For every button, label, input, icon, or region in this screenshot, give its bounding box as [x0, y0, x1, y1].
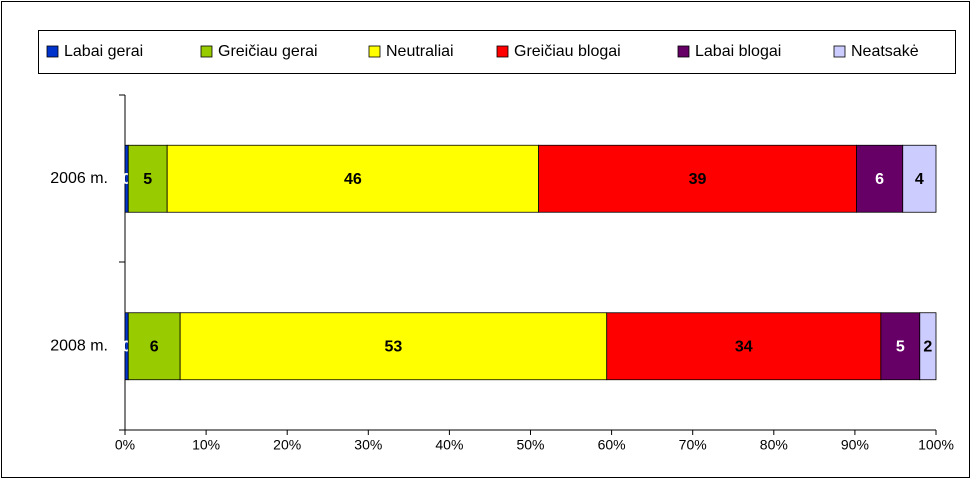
bar-segment [606, 312, 882, 381]
data-label: 0 [122, 171, 131, 188]
legend-label: Labai blogai [695, 43, 781, 60]
x-tick-label: 20% [273, 437, 301, 453]
data-label: 53 [385, 338, 403, 355]
data-label: 46 [344, 171, 362, 188]
bar-segment [919, 312, 937, 381]
data-label: 6 [150, 338, 159, 355]
legend-swatch [200, 45, 213, 58]
bar-segment [880, 312, 921, 381]
legend-label: Neatsakė [851, 43, 919, 60]
legend-swatch [833, 45, 846, 58]
x-tick-label: 60% [598, 437, 626, 453]
legend-label: Greičiau gerai [218, 43, 318, 60]
legend-label: Neutraliai [386, 43, 454, 60]
bar-segment [166, 144, 540, 213]
data-label: 6 [875, 171, 884, 188]
bar-segment [127, 312, 181, 381]
x-tick-label: 70% [679, 437, 707, 453]
bar-segment [127, 144, 168, 213]
x-tick-label: 30% [354, 437, 382, 453]
data-label: 2 [923, 338, 932, 355]
data-label: 0 [122, 338, 131, 355]
legend-swatch [368, 45, 381, 58]
x-tick-label: 10% [192, 437, 220, 453]
x-tick-label: 100% [918, 437, 954, 453]
bar-segment [902, 144, 937, 213]
legend-label: Labai gerai [64, 43, 143, 60]
data-label: 5 [143, 171, 152, 188]
x-tick-label: 40% [435, 437, 463, 453]
legend-label: Greičiau blogai [514, 43, 621, 60]
x-tick-label: 80% [760, 437, 788, 453]
bar-segment [856, 144, 904, 213]
x-tick-label: 90% [841, 437, 869, 453]
data-label: 34 [735, 338, 753, 355]
legend-swatch [496, 45, 509, 58]
data-label: 5 [896, 338, 905, 355]
x-tick-label: 50% [516, 437, 544, 453]
bar-segment [179, 312, 608, 381]
legend-swatch [677, 45, 690, 58]
x-tick-label: 0% [115, 437, 135, 453]
legend-swatch [46, 45, 59, 58]
y-tick-label: 2006 m. [50, 170, 108, 187]
data-label: 39 [689, 171, 707, 188]
y-tick-label: 2008 m. [50, 337, 108, 354]
data-label: 4 [915, 171, 924, 188]
